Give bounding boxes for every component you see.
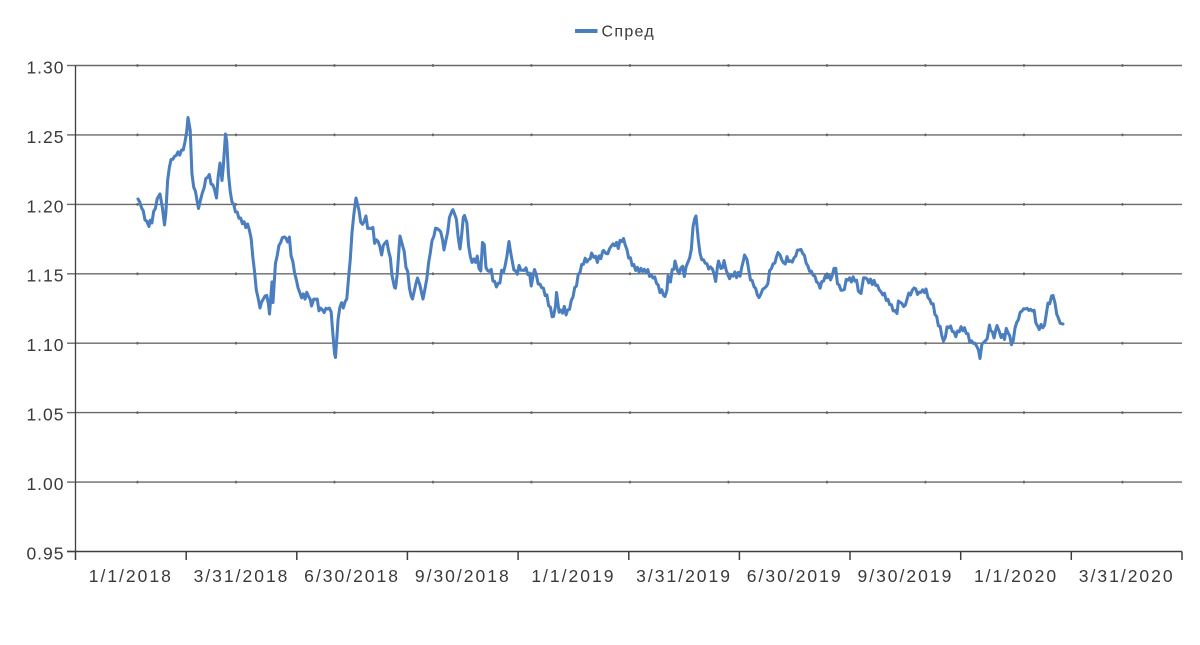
svg-text:1.25: 1.25 xyxy=(26,127,64,147)
svg-text:6/30/2018: 6/30/2018 xyxy=(304,566,400,586)
svg-text:3/31/2018: 3/31/2018 xyxy=(194,566,290,586)
svg-text:1.10: 1.10 xyxy=(26,335,64,355)
svg-text:1.00: 1.00 xyxy=(26,474,64,494)
svg-text:1.30: 1.30 xyxy=(26,57,64,77)
svg-text:1/1/2018: 1/1/2018 xyxy=(89,566,173,586)
svg-text:1/1/2019: 1/1/2019 xyxy=(531,566,615,586)
svg-text:1.15: 1.15 xyxy=(26,266,64,286)
svg-text:6/30/2019: 6/30/2019 xyxy=(747,566,843,586)
svg-text:1.05: 1.05 xyxy=(26,405,64,425)
svg-text:Спред: Спред xyxy=(602,24,656,41)
svg-text:1.20: 1.20 xyxy=(26,196,64,216)
svg-text:3/31/2019: 3/31/2019 xyxy=(636,566,732,586)
svg-text:0.95: 0.95 xyxy=(26,543,64,563)
svg-text:3/31/2020: 3/31/2020 xyxy=(1079,566,1175,586)
svg-text:9/30/2018: 9/30/2018 xyxy=(415,566,511,586)
svg-text:9/30/2019: 9/30/2019 xyxy=(857,566,953,586)
svg-text:1/1/2020: 1/1/2020 xyxy=(974,566,1058,586)
